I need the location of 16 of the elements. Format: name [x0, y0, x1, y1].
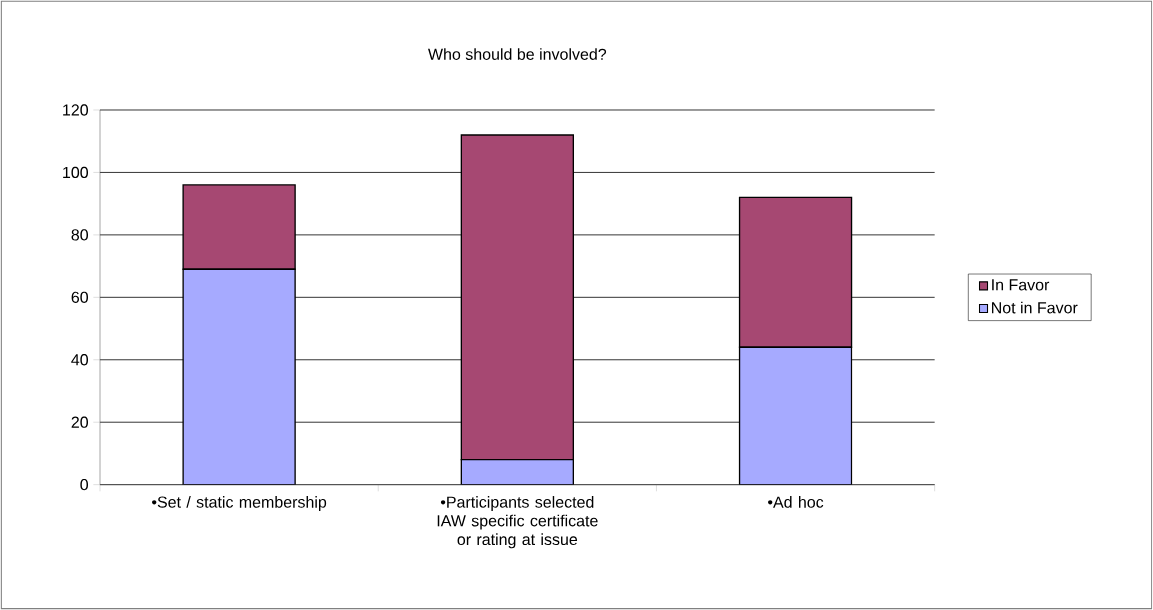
bar	[460, 459, 575, 485]
x-tick-label: •Ad hoc	[768, 496, 824, 508]
y-tick-label: 0	[80, 478, 89, 491]
legend-label: Not in Favor	[992, 301, 1078, 314]
bar	[738, 346, 853, 485]
y-tick-label: 60	[71, 291, 89, 303]
legend-label: In Favor	[992, 279, 1050, 291]
x-tick-label: •Set / static membership	[152, 496, 327, 511]
y-tick-label: 100	[63, 166, 89, 179]
chart-title: Who should be involved?	[428, 48, 607, 60]
y-tick-label: 80	[71, 229, 89, 241]
y-tick-label: 20	[71, 416, 89, 428]
y-tick-label: 120	[63, 104, 89, 116]
x-tick-label: •Participants selected IAW specific certificate or rating at issue	[437, 496, 598, 549]
bar	[182, 268, 296, 485]
y-tick-label: 40	[71, 354, 89, 366]
